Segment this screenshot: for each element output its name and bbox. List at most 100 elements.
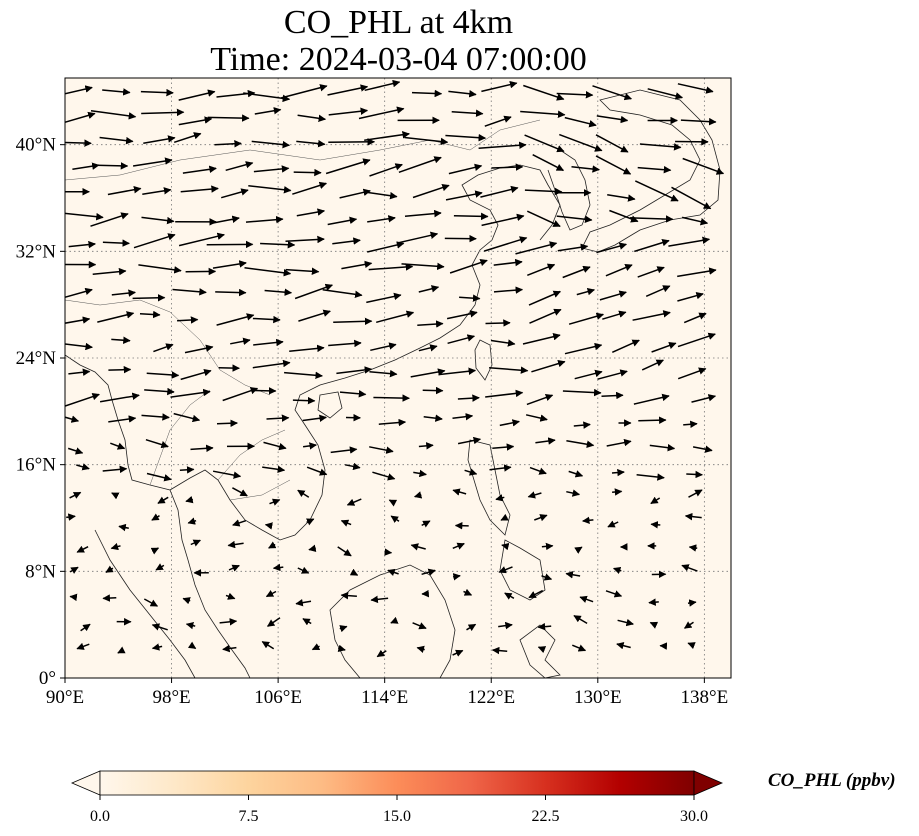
wind-vector: [413, 491, 423, 499]
wind-vector: [92, 267, 127, 276]
wind-vector: [688, 544, 698, 552]
lon-tick-label: 138°E: [681, 687, 729, 708]
wind-vector: [565, 571, 581, 579]
wind-vector: [328, 138, 376, 146]
wind-vector: [254, 107, 282, 115]
wind-vector: [607, 520, 619, 528]
wind-vector: [281, 84, 328, 99]
wind-vector: [636, 473, 665, 481]
wind-vector: [448, 163, 483, 175]
map-frame: [64, 77, 732, 679]
wind-vector: [80, 623, 91, 632]
wind-vector: [369, 369, 398, 378]
wind-vector: [214, 140, 242, 148]
wind-vector: [370, 595, 389, 604]
wind-vector: [117, 646, 126, 654]
wind-vector: [534, 514, 548, 522]
wind-vector: [599, 290, 627, 301]
map-subtitle-time: Time: 2024-03-04 07:00:00: [210, 41, 587, 78]
wind-vector: [190, 539, 201, 547]
wind-vector: [146, 472, 172, 482]
wind-vector: [562, 265, 591, 279]
wind-vector: [493, 286, 524, 294]
wind-vector: [264, 522, 273, 530]
wind-vector: [596, 242, 628, 254]
wind-vector: [346, 498, 362, 506]
wind-vector: [177, 316, 199, 324]
wind-vector: [416, 645, 425, 654]
wind-vector: [185, 621, 196, 630]
wind-vector: [582, 516, 594, 525]
wind-vector: [330, 446, 358, 454]
wind-vector: [228, 564, 240, 572]
wind-vector: [404, 209, 442, 218]
coastline-mainland: [65, 354, 251, 678]
wind-vector: [69, 593, 78, 602]
wind-vector: [418, 344, 438, 352]
wind-vector: [596, 115, 629, 124]
wind-vector: [308, 544, 317, 553]
lat-tick-label: 32°N: [16, 241, 57, 262]
wind-vector: [264, 288, 293, 296]
wind-vector: [529, 308, 562, 324]
wind-vector: [367, 241, 405, 253]
wind-vector: [632, 310, 671, 321]
wind-vector: [376, 310, 415, 324]
wind-vector: [410, 368, 446, 378]
wind-vector: [481, 80, 518, 93]
wind-vector: [390, 515, 400, 523]
lon-tick-label: 106°E: [254, 687, 302, 708]
wind-vector: [495, 494, 505, 502]
wind-vector: [421, 568, 436, 576]
colorbar-extend-low: [70, 770, 101, 796]
wind-vector: [340, 519, 352, 527]
wind-vector: [568, 470, 584, 478]
wind-vector: [556, 91, 594, 99]
wind-vector: [520, 110, 566, 119]
wind-vector: [529, 466, 547, 475]
wind-vector: [339, 390, 367, 398]
wind-vector: [244, 267, 292, 277]
wind-vector: [680, 117, 717, 126]
wind-vector: [296, 208, 326, 217]
wind-vector: [90, 110, 137, 120]
wind-vector: [485, 389, 524, 398]
wind-vector: [251, 140, 291, 149]
wind-vector: [344, 462, 361, 471]
wind-vector: [498, 566, 513, 574]
wind-vector: [178, 89, 216, 101]
wind-vector: [557, 243, 589, 252]
wind-vector: [691, 394, 717, 403]
wind-vector: [367, 215, 396, 223]
wind-vector: [72, 162, 100, 171]
wind-vector: [262, 465, 286, 474]
wind-vector: [556, 215, 593, 223]
wind-vector: [412, 183, 450, 199]
wind-vector: [266, 414, 290, 422]
wind-vector: [688, 489, 703, 498]
wind-vector: [387, 568, 399, 577]
wind-vector: [686, 470, 703, 479]
wind-vector: [526, 210, 561, 227]
wind-vector: [681, 216, 709, 226]
wind-vector: [65, 212, 104, 221]
colorbar-extend-high: [693, 770, 724, 796]
wind-vector: [668, 236, 711, 247]
wind-vector: [492, 443, 515, 451]
wind-vector: [457, 394, 480, 402]
wind-vector: [332, 237, 361, 245]
lon-tick-label: 98°E: [152, 687, 190, 708]
wind-vector: [378, 418, 407, 427]
wind-vector: [537, 622, 552, 631]
wind-vector: [284, 371, 323, 380]
wind-vector: [528, 589, 544, 599]
colorbar-tick-label: 0.0: [90, 808, 110, 825]
wind-vector: [612, 488, 623, 496]
wind-vector: [141, 216, 175, 225]
wind-vector: [151, 513, 160, 521]
wind-vector: [184, 344, 214, 354]
wind-vector: [677, 267, 717, 278]
wind-vector: [677, 292, 704, 302]
wind-vector: [566, 489, 581, 497]
wind-vector: [65, 316, 91, 324]
